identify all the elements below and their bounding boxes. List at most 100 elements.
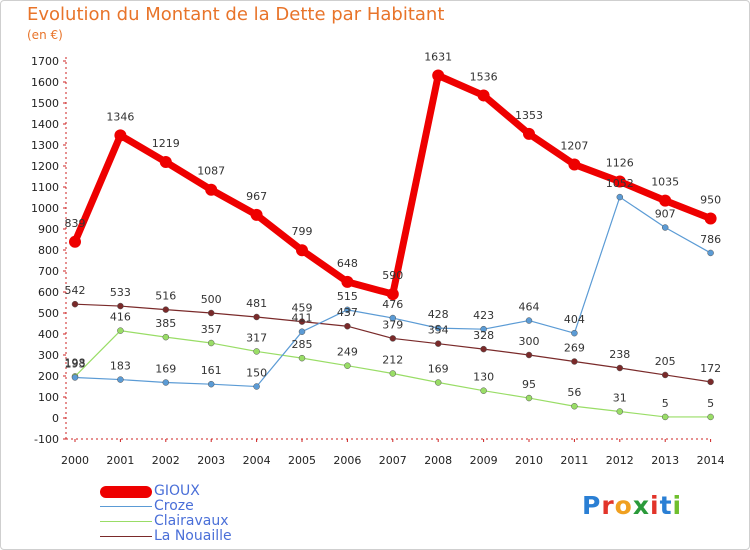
data-label-clairavaux: 5 [707, 397, 714, 410]
data-point-clairavaux [571, 402, 578, 410]
data-point-la-nouaille [661, 371, 669, 379]
x-tick-label: 2006 [333, 454, 361, 467]
data-point-gioux [159, 156, 172, 169]
data-point-clairavaux [389, 370, 397, 377]
data-label-gioux: 1087 [197, 165, 225, 178]
data-label-la-nouaille: 238 [609, 348, 630, 361]
data-label-clairavaux: 130 [473, 371, 494, 384]
x-tick-label: 2002 [152, 454, 180, 467]
data-label-croze: 428 [428, 308, 449, 321]
data-label-clairavaux: 5 [662, 397, 669, 410]
data-label-la-nouaille: 481 [246, 297, 267, 310]
x-tick-label: 2014 [697, 454, 725, 467]
y-tick-label: 100 [38, 391, 59, 404]
x-tick-label: 2004 [243, 454, 271, 467]
data-label-clairavaux: 357 [201, 323, 222, 336]
data-point-croze [707, 249, 714, 257]
data-label-clairavaux: 31 [613, 391, 627, 404]
data-label-gioux: 1219 [152, 137, 180, 150]
data-point-clairavaux [117, 327, 124, 334]
data-label-croze: 161 [201, 364, 222, 377]
y-tick-label: 1600 [31, 76, 59, 89]
data-point-la-nouaille [71, 300, 79, 308]
data-point-la-nouaille [117, 302, 124, 310]
data-label-croze: 193 [65, 357, 86, 370]
data-point-croze [389, 314, 397, 322]
chart-unit: (en €) [27, 28, 63, 42]
data-label-gioux: 648 [337, 257, 358, 270]
data-point-croze [616, 193, 624, 201]
data-point-croze [661, 224, 669, 231]
logo-letter: P [582, 491, 602, 520]
data-label-croze: 404 [564, 313, 585, 326]
data-label-gioux: 1207 [560, 140, 588, 153]
x-tick-label: 2009 [470, 454, 498, 467]
data-label-croze: 907 [655, 208, 676, 221]
data-label-gioux: 950 [700, 194, 721, 207]
data-point-croze [298, 328, 306, 335]
data-point-gioux [477, 89, 490, 102]
x-tick-label: 2010 [515, 454, 543, 467]
y-tick-label: 400 [38, 328, 59, 341]
data-label-clairavaux: 212 [382, 353, 403, 366]
logo-letter: r [601, 491, 615, 520]
legend-swatch-gioux [100, 485, 152, 498]
data-label-croze: 169 [155, 363, 176, 376]
data-point-clairavaux [162, 333, 170, 341]
data-point-gioux [704, 212, 717, 225]
data-label-la-nouaille: 379 [382, 318, 403, 331]
data-label-gioux: 590 [382, 269, 403, 282]
data-label-clairavaux: 198 [65, 356, 86, 369]
data-label-la-nouaille: 500 [201, 293, 222, 306]
x-tick-label: 2007 [379, 454, 407, 467]
data-point-clairavaux [253, 348, 260, 355]
data-point-clairavaux [434, 379, 442, 386]
data-label-la-nouaille: 533 [110, 286, 131, 299]
x-tick-label: 2008 [424, 454, 452, 467]
x-tick-label: 2013 [651, 454, 679, 467]
data-label-croze: 411 [292, 312, 313, 325]
data-point-la-nouaille [707, 378, 714, 386]
y-tick-label: 1400 [31, 118, 59, 131]
x-tick-label: 2003 [197, 454, 225, 467]
x-tick-label: 2005 [288, 454, 316, 467]
data-point-la-nouaille [525, 351, 533, 359]
data-label-la-nouaille: 354 [428, 324, 449, 337]
legend-swatch-la-nouaille [100, 535, 152, 538]
legend-label-la-nouaille: La Nouaille [154, 528, 232, 544]
y-tick-label: 1000 [31, 202, 59, 215]
data-label-gioux: 967 [246, 190, 267, 203]
data-point-clairavaux [207, 339, 215, 347]
x-tick-label: 2000 [61, 454, 89, 467]
legend-label-croze: Croze [154, 498, 194, 514]
y-tick-label: 200 [38, 370, 59, 383]
y-tick-label: 800 [38, 244, 59, 257]
legend-label-clairavaux: Clairavaux [154, 513, 229, 529]
logo-letter: o [614, 491, 633, 520]
data-label-clairavaux: 249 [337, 346, 358, 359]
data-point-la-nouaille [344, 322, 351, 330]
y-tick-label: 0 [52, 412, 59, 425]
y-tick-label: 500 [38, 307, 59, 320]
data-label-la-nouaille: 300 [519, 335, 540, 348]
data-label-la-nouaille: 328 [473, 329, 494, 342]
data-point-croze [71, 374, 79, 381]
data-point-croze [117, 376, 124, 383]
data-point-gioux [250, 208, 263, 221]
data-label-gioux: 839 [65, 217, 86, 230]
legend-label-gioux: GIOUX [154, 483, 200, 499]
data-label-gioux: 1536 [470, 70, 498, 83]
data-point-croze [434, 324, 442, 332]
chart-title: Evolution du Montant de la Dette par Hab… [27, 4, 445, 25]
data-label-croze: 464 [519, 301, 540, 314]
data-label-la-nouaille: 437 [337, 306, 358, 319]
data-point-croze [253, 383, 260, 390]
data-label-gioux: 1631 [424, 50, 452, 63]
data-point-gioux [568, 158, 581, 171]
data-point-clairavaux [480, 387, 487, 394]
data-point-la-nouaille [207, 309, 215, 317]
y-tick-label: -100 [34, 433, 59, 446]
logo-letter: i [672, 491, 683, 520]
data-label-croze: 423 [473, 309, 494, 322]
